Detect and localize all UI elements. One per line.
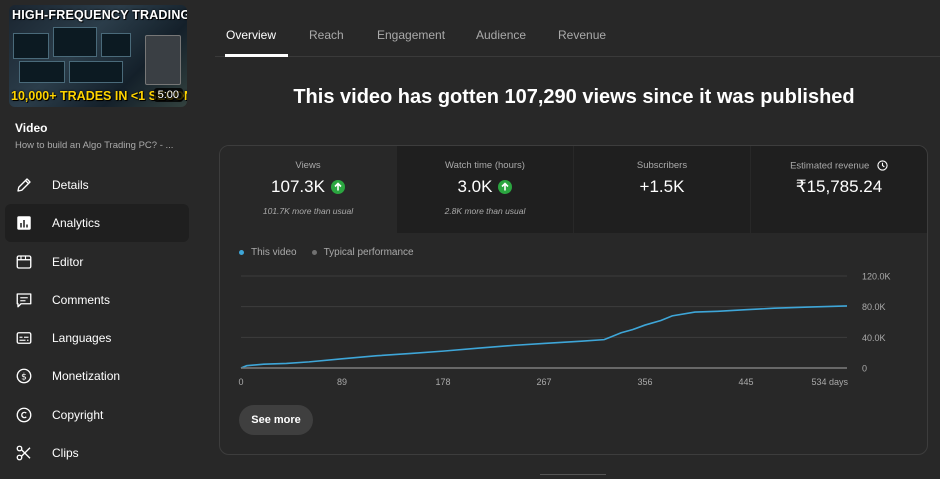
sidebar-item-copyright[interactable]: Copyright (5, 396, 189, 434)
metric-value-row: ₹15,785.24 (751, 177, 927, 197)
trend-up-icon (330, 180, 345, 194)
series-line-this-video (240, 305, 848, 369)
metric-value: ₹15,785.24 (795, 177, 883, 196)
y-tick-label: 40.0K (862, 333, 886, 343)
thumbnail-bottom-text: 10,000+ TRADES IN <1 SECOND (11, 89, 187, 103)
video-section-label: Video (15, 121, 48, 135)
x-tick-label: 356 (637, 377, 652, 387)
x-tick-label: 534 days (811, 377, 848, 387)
metric-label: Estimated revenue (790, 160, 870, 172)
page-headline: This video has gotten 107,290 views sinc… (293, 86, 855, 108)
pencil-icon (14, 175, 34, 195)
tab-reach[interactable]: Reach (309, 28, 344, 42)
svg-text:$: $ (21, 373, 27, 383)
x-tick-label: 445 (738, 377, 753, 387)
metric-views[interactable]: Views 107.3K 101.7K more than usual (220, 146, 397, 233)
clock-icon (877, 160, 888, 172)
scissors-icon (14, 443, 34, 463)
x-tick-label: 178 (435, 377, 450, 387)
legend-typical-wrap: Typical performance (311, 247, 414, 258)
trend-up-icon (498, 180, 513, 194)
sidebar-nav: Details Analytics Editor Comments Langua… (5, 166, 189, 472)
editor-icon (14, 252, 34, 272)
sidebar-item-editor[interactable]: Editor (5, 243, 189, 281)
copyright-icon (14, 405, 34, 425)
metric-watch-time[interactable]: Watch time (hours) 3.0K 2.8K more than u… (397, 146, 574, 233)
metric-tiles: Views 107.3K 101.7K more than usual Watc… (220, 146, 927, 233)
tab-revenue[interactable]: Revenue (558, 28, 607, 42)
sidebar-item-label: Languages (52, 331, 112, 346)
video-thumbnail[interactable]: HIGH-FREQUENCY TRADING 10,000+ TRADES IN… (9, 5, 187, 107)
metric-value-row: 3.0K (397, 177, 573, 197)
metric-label: Subscribers (636, 160, 688, 171)
thumbnail-pc-graphic (145, 35, 181, 85)
tab-overview[interactable]: Overview (226, 28, 277, 42)
metric-label: Views (295, 160, 321, 171)
sidebar-item-label: Clips (52, 446, 79, 461)
tab-audience[interactable]: Audience (476, 28, 527, 42)
analytics-tabs: Overview Reach Engagement Audience Reven… (215, 0, 940, 57)
sidebar-item-analytics[interactable]: Analytics (5, 204, 189, 243)
legend-typical: Typical performance (323, 247, 414, 258)
video-title: How to build an Algo Trading PC? - ... (15, 140, 174, 151)
y-tick-label: 0 (862, 364, 867, 374)
legend-this-video: This video (251, 247, 297, 258)
metric-value-row: +1.5K (574, 177, 750, 197)
sidebar-item-label: Editor (52, 254, 84, 269)
sidebar-item-details[interactable]: Details (5, 166, 189, 204)
comments-icon (14, 290, 34, 310)
subtitles-icon (14, 328, 34, 348)
see-more-button[interactable]: See more (239, 405, 313, 435)
sidebar-item-clips[interactable]: Clips (5, 434, 189, 472)
chart-legend: This video Typical performance (239, 247, 414, 258)
thumbnail-monitors-graphic (13, 27, 133, 85)
thumbnail-top-text: HIGH-FREQUENCY TRADING (12, 8, 187, 22)
views-line-chart: 0 40.0K 80.0K 120.0K 0 89 178 267 356 445 534 days (238, 272, 891, 388)
metric-value-row: 107.3K (220, 177, 396, 197)
y-tick-label: 120.0K (862, 272, 891, 282)
analytics-icon (14, 213, 34, 233)
metric-value: 3.0K (457, 177, 493, 196)
metric-value: 107.3K (271, 177, 325, 196)
sidebar-item-label: Comments (52, 292, 111, 307)
legend-dot-typical (311, 250, 317, 255)
x-tick-label: 89 (337, 377, 347, 387)
sidebar: HIGH-FREQUENCY TRADING 10,000+ TRADES IN… (0, 0, 200, 479)
metric-subtext: 2.8K more than usual (444, 206, 526, 216)
sidebar-item-label: Copyright (52, 407, 104, 422)
duration-badge: 5:00 (153, 88, 183, 102)
tab-engagement[interactable]: Engagement (377, 28, 446, 42)
metric-label-row: Estimated revenue (751, 160, 927, 172)
sidebar-item-monetization[interactable]: $ Monetization (5, 357, 189, 395)
active-tab-indicator (225, 54, 288, 57)
legend-dot-this-video (239, 250, 244, 255)
sidebar-item-label: Monetization (52, 369, 121, 384)
sidebar-item-comments[interactable]: Comments (5, 281, 189, 319)
x-tick-label: 267 (536, 377, 551, 387)
metric-label: Watch time (hours) (445, 160, 525, 171)
dollar-icon: $ (14, 366, 34, 386)
x-tick-label: 0 (238, 377, 243, 387)
scroll-hint (540, 474, 606, 475)
overview-card: Views 107.3K 101.7K more than usual Watc… (219, 145, 928, 455)
metric-value: +1.5K (639, 177, 685, 196)
metric-subtext: 101.7K more than usual (262, 206, 354, 216)
metric-subscribers[interactable]: Subscribers +1.5K (574, 146, 751, 233)
y-tick-label: 80.0K (862, 302, 886, 312)
sidebar-item-label: Details (52, 178, 89, 192)
sidebar-item-languages[interactable]: Languages (5, 319, 189, 357)
sidebar-item-label: Analytics (52, 216, 101, 231)
metric-revenue[interactable]: Estimated revenue ₹15,785.24 (751, 146, 927, 233)
